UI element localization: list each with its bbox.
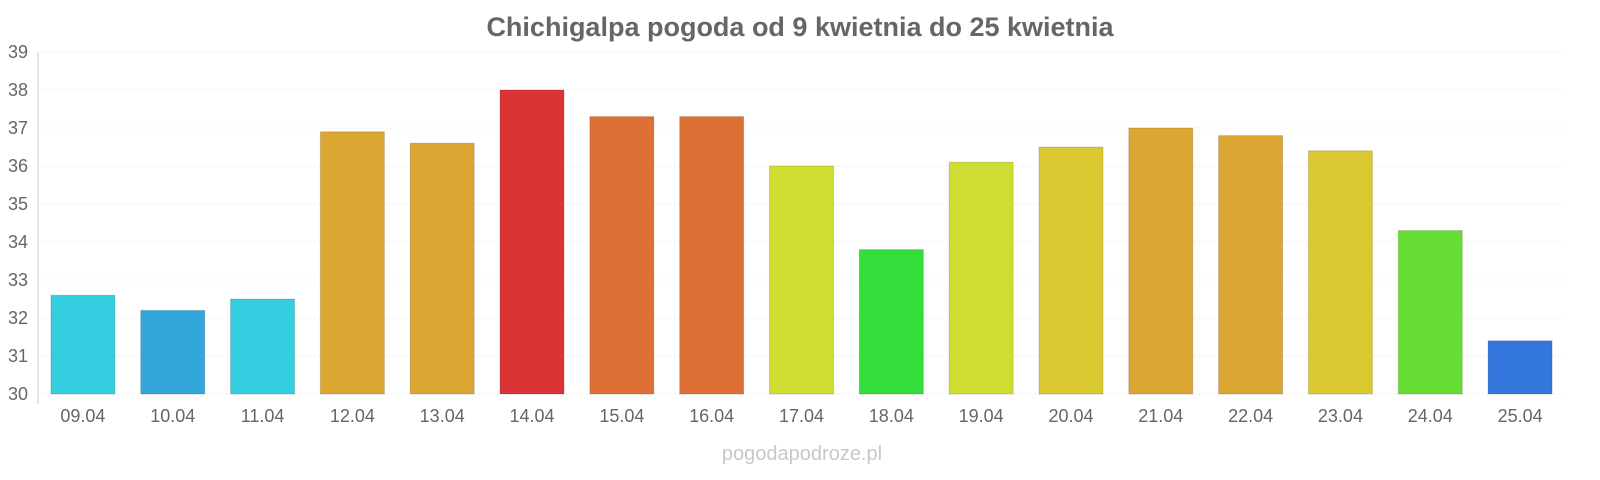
x-tick-label: 20.04 (1048, 406, 1093, 426)
bar-19.04 (948, 161, 1014, 395)
x-tick-label: 21.04 (1138, 406, 1183, 426)
bar-16.04 (679, 116, 745, 395)
y-tick-label: 33 (8, 270, 28, 290)
bar-20.04 (1038, 146, 1104, 395)
x-tick-label: 24.04 (1408, 406, 1453, 426)
bar-17.04 (769, 165, 834, 395)
bar-09.04 (50, 294, 116, 395)
x-tick-label: 16.04 (689, 406, 734, 426)
bar-15.04 (589, 116, 655, 395)
x-axis: 09.04 10.04 11.04 12.04 13.04 14.04 15.04 16.04… (60, 406, 1542, 426)
x-tick-label: 23.04 (1318, 406, 1363, 426)
x-tick-label: 14.04 (510, 406, 555, 426)
y-tick-label: 30 (8, 384, 28, 404)
x-tick-label: 18.04 (869, 406, 914, 426)
chart-title: Chichigalpa pogoda od 9 kwietnia do 25 k… (486, 12, 1114, 42)
y-tick-label: 37 (8, 118, 28, 138)
bar-21.04 (1128, 127, 1194, 395)
watermark: pogodapodroze.pl (722, 443, 882, 465)
x-tick-label: 09.04 (60, 406, 105, 426)
x-tick-label: 19.04 (959, 406, 1004, 426)
y-tick-label: 35 (8, 194, 28, 214)
bar-23.04 (1307, 150, 1373, 395)
x-tick-label: 17.04 (779, 406, 824, 426)
bar-11.04 (230, 298, 296, 395)
y-tick-label: 31 (8, 346, 28, 366)
x-tick-label: 11.04 (241, 406, 285, 426)
bar-13.04 (409, 142, 475, 395)
bar-18.04 (858, 249, 924, 395)
bar-10.04 (140, 309, 206, 395)
y-tick-label: 39 (8, 42, 28, 62)
x-tick-label: 15.04 (599, 406, 644, 426)
x-tick-label: 22.04 (1228, 406, 1273, 426)
bar-25.04 (1487, 340, 1553, 395)
x-tick-label: 12.04 (330, 406, 375, 426)
x-tick-label: 10.04 (150, 406, 195, 426)
bars (50, 89, 1553, 395)
y-tick-label: 32 (8, 308, 28, 328)
bar-22.04 (1218, 135, 1284, 395)
y-axis: 30 31 32 33 34 35 36 37 38 39 (8, 42, 28, 404)
x-tick-label: 25.04 (1498, 406, 1543, 426)
y-tick-label: 34 (8, 232, 28, 252)
bar-24.04 (1397, 230, 1463, 395)
x-tick-label: 13.04 (420, 406, 465, 426)
y-tick-label: 38 (8, 80, 28, 100)
bar-14.04 (499, 89, 565, 395)
y-tick-label: 36 (8, 156, 28, 176)
bar-12.04 (319, 131, 385, 395)
